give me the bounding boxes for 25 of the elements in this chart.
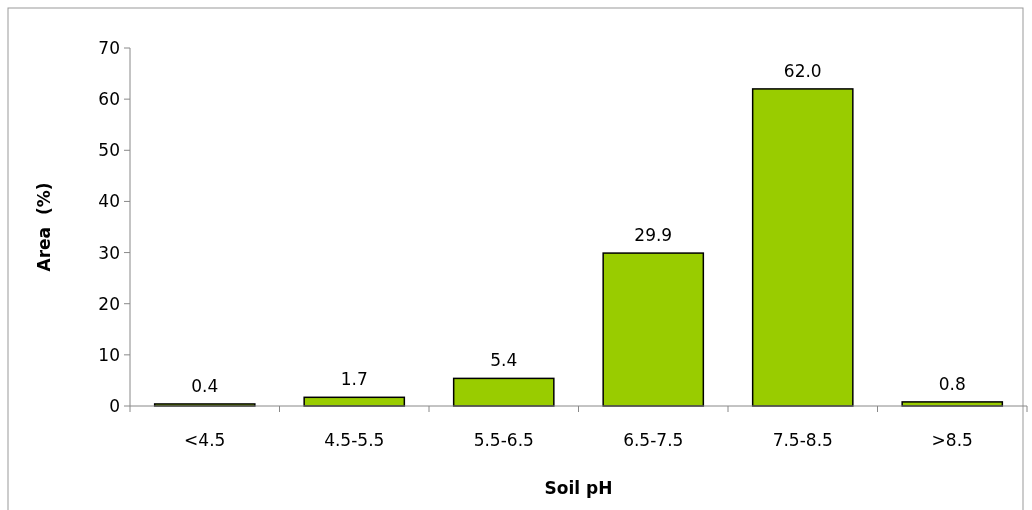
x-tick-label: 6.5-7.5 <box>623 430 684 450</box>
x-axis-title: Soil pH <box>544 478 613 498</box>
x-tick-label: >8.5 <box>931 430 973 450</box>
y-tick-label: 40 <box>98 191 120 212</box>
data-label: 5.4 <box>490 350 518 371</box>
y-tick-label: 60 <box>98 89 120 110</box>
data-label: 1.7 <box>340 369 368 390</box>
y-tick-label: 0 <box>109 395 120 416</box>
x-tick-label: 7.5-8.5 <box>772 430 833 450</box>
x-tick-label: 5.5-6.5 <box>473 430 534 450</box>
y-tick-label: 70 <box>98 37 120 58</box>
data-label: 29.9 <box>634 225 673 246</box>
x-tick-label: <4.5 <box>184 430 226 450</box>
y-axis-title: Area (%) <box>34 182 54 272</box>
bar <box>452 377 555 407</box>
bar <box>751 88 854 407</box>
y-tick-label: 10 <box>98 344 120 365</box>
bar <box>602 252 705 407</box>
data-label: 0.8 <box>938 373 966 394</box>
data-label: 62.0 <box>783 60 822 81</box>
y-tick-label: 50 <box>98 140 120 161</box>
y-tick-label: 20 <box>98 293 120 314</box>
y-tick-label: 30 <box>98 242 120 263</box>
data-label: 0.4 <box>191 375 219 396</box>
x-tick-label: 4.5-5.5 <box>324 430 385 450</box>
